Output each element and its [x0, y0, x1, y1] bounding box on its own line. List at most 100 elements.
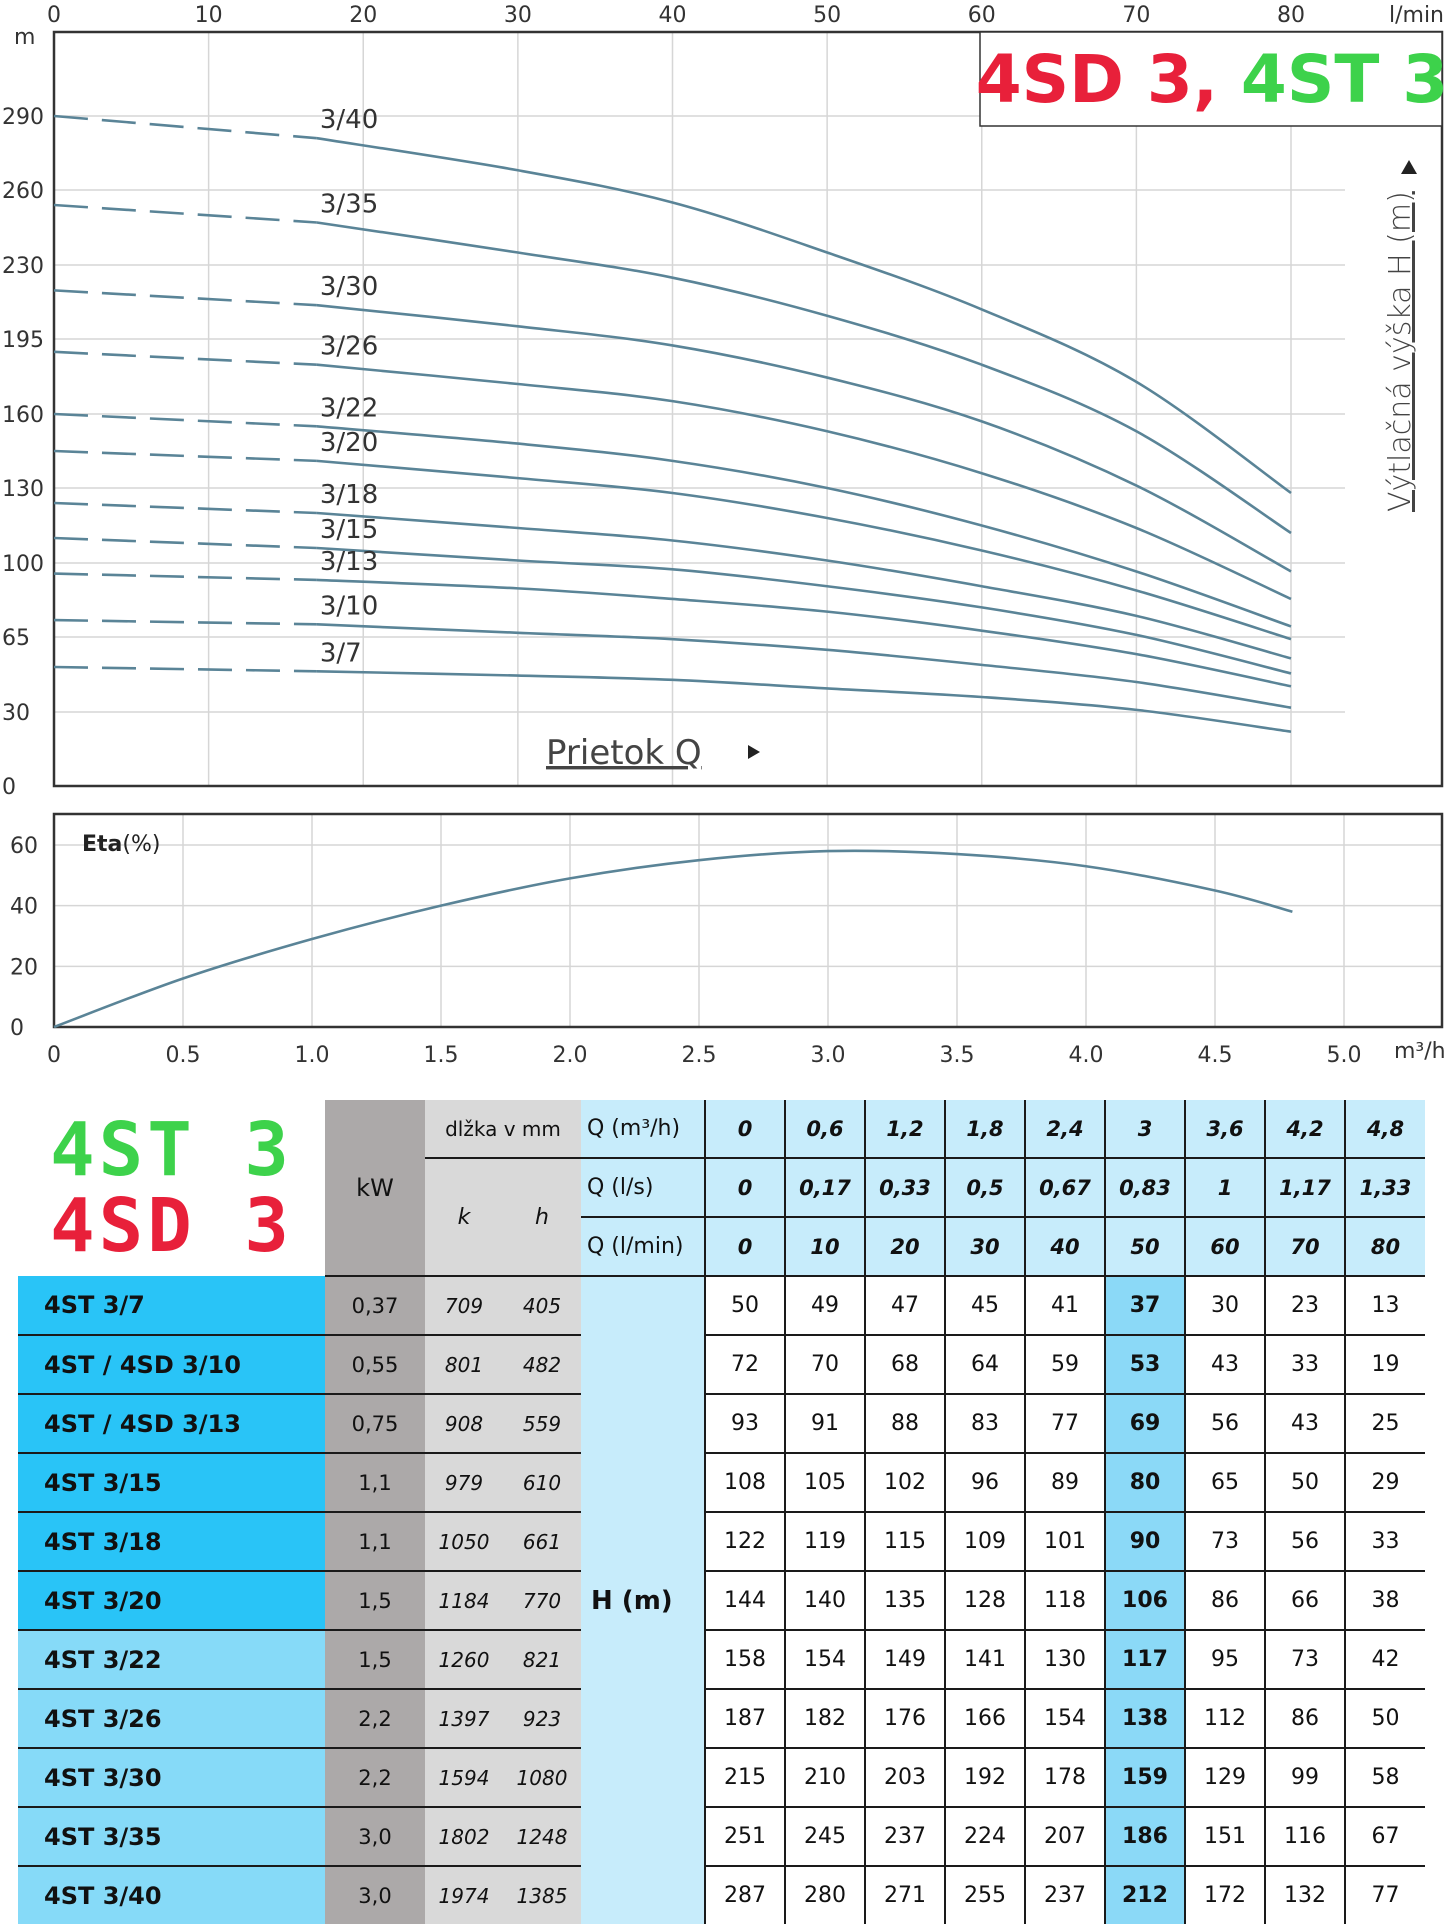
head-value: 96	[944, 1453, 1025, 1513]
head-value: 144	[704, 1571, 785, 1631]
model-name: 4ST 3/35	[18, 1807, 325, 1867]
length-k: 1050	[425, 1512, 503, 1572]
length-h: 821	[503, 1630, 581, 1690]
y-axis-arrow-icon	[1401, 160, 1417, 174]
plot-frame	[52, 812, 1444, 1029]
model-name: 4ST / 4SD 3/10	[18, 1335, 325, 1395]
q-value: 1,33	[1344, 1158, 1425, 1218]
head-value: 237	[864, 1807, 945, 1867]
length-k: 1802	[425, 1807, 503, 1867]
head-value: 132	[1264, 1866, 1345, 1924]
q-value: 0	[704, 1100, 785, 1159]
q-value: 80	[1344, 1217, 1425, 1277]
x-tick-label: 4.5	[1198, 1043, 1233, 1068]
length-h: 770	[503, 1571, 581, 1631]
head-value: 112	[1184, 1689, 1265, 1749]
curve-3-22	[316, 425, 1292, 628]
head-value: 43	[1184, 1335, 1265, 1395]
x-tick-label: 30	[504, 3, 532, 28]
head-value: 88	[864, 1394, 945, 1454]
curve-3-20	[316, 459, 1292, 641]
q-value: 60	[1184, 1217, 1265, 1277]
head-value: 33	[1264, 1335, 1345, 1395]
head-value: 215	[704, 1748, 785, 1808]
length-k: 801	[425, 1335, 503, 1395]
head-value: 224	[944, 1807, 1025, 1867]
x-tick-label: 3.5	[940, 1043, 975, 1068]
head-value: 149	[864, 1630, 945, 1690]
length-k: 1184	[425, 1571, 503, 1631]
charts-area: 0 10 20 30 40 50 60 70 80 0 30 65 100 130 160 195 230 260…	[2, 3, 1444, 1068]
series-label: 3/7	[320, 638, 362, 668]
y-tick-label: 195	[2, 328, 44, 353]
kw-value: 2,2	[325, 1748, 425, 1808]
head-value: 108	[704, 1453, 785, 1513]
head-value: 119	[784, 1512, 865, 1572]
x-tick-label: 50	[813, 3, 841, 28]
series-label: 3/26	[320, 332, 378, 362]
head-value: 251	[704, 1807, 785, 1867]
model-name: 4ST 3/15	[18, 1453, 325, 1513]
head-value: 212	[1104, 1866, 1185, 1924]
y-tick-label: 260	[2, 179, 44, 204]
head-value: 65	[1184, 1453, 1265, 1513]
x-tick-label: 20	[349, 3, 377, 28]
series-label: 3/22	[320, 393, 378, 423]
head-value: 116	[1264, 1807, 1345, 1867]
head-value: 172	[1184, 1866, 1265, 1924]
y-tick-label: 30	[2, 701, 30, 726]
curve-extrapolated	[53, 501, 317, 515]
table-header-row: Q (l/min) 0 10 20 30 40 50 60 70 80	[18, 1217, 1425, 1277]
kw-value: 0,75	[325, 1394, 425, 1454]
head-value: 192	[944, 1748, 1025, 1808]
head-value: 77	[1024, 1394, 1105, 1454]
curve-extrapolated	[53, 536, 317, 550]
head-value: 203	[864, 1748, 945, 1808]
y-tick-label: 230	[2, 254, 44, 279]
kw-value: 1,5	[325, 1630, 425, 1690]
q-value: 20	[864, 1217, 945, 1277]
curve-extrapolated	[53, 350, 317, 367]
y-tick-label: 0	[10, 1016, 24, 1041]
x-tick-label: 2.5	[682, 1043, 717, 1068]
performance-table: 4ST 3 4SD 3 kW dlžka v mm Q (m³/h) 0 0,6 1,2 1,8…	[18, 1100, 1425, 1924]
head-value: 117	[1104, 1630, 1185, 1690]
table-row: 4ST 3/18 1,1 1050 661 122 119 115 109 101 90 73 56 3…	[18, 1512, 1425, 1572]
head-value: 58	[1344, 1748, 1425, 1808]
y-axis-title: Výtlačná výška H (m)	[1383, 191, 1418, 512]
table-row: 4ST / 4SD 3/10 0,55 801 482 72 70 68 64 59 53 43 33…	[18, 1335, 1425, 1395]
table-row: 4ST 3/22 1,5 1260 821 158 154 149 141 130 117 95 73…	[18, 1630, 1425, 1690]
q-value: 0,5	[944, 1158, 1025, 1218]
kw-value: 1,1	[325, 1512, 425, 1572]
head-value: 33	[1344, 1512, 1425, 1572]
length-h: 559	[503, 1394, 581, 1454]
x-tick-label: 40	[659, 3, 687, 28]
head-value: 95	[1184, 1630, 1265, 1690]
length-h: 1080	[503, 1748, 581, 1808]
head-value: 186	[1104, 1807, 1185, 1867]
curve-extrapolated	[53, 114, 317, 140]
head-value: 64	[944, 1335, 1025, 1395]
y-tick-label: 20	[10, 955, 38, 980]
curve-extrapolated	[53, 572, 317, 582]
q-label: Q (m³/h)	[581, 1100, 705, 1159]
length-k: 1260	[425, 1630, 503, 1690]
model-name: 4ST 3/40	[18, 1866, 325, 1924]
q-value: 1,8	[944, 1100, 1025, 1159]
table-row: 4ST / 4SD 3/13 0,75 908 559 93 91 88 83 77 69 56 43…	[18, 1394, 1425, 1454]
head-value: 53	[1104, 1335, 1185, 1395]
head-value: 135	[864, 1571, 945, 1631]
series-label: 3/20	[320, 428, 378, 458]
q-value: 40	[1024, 1217, 1105, 1277]
head-value: 287	[704, 1866, 785, 1924]
plot-frame	[52, 30, 1444, 788]
series-label: 3/18	[320, 480, 378, 510]
head-value: 91	[784, 1394, 865, 1454]
head-value: 56	[1184, 1394, 1265, 1454]
head-value: 182	[784, 1689, 865, 1749]
h-unit-label: H (m)	[581, 1276, 705, 1924]
curve-3-15	[316, 546, 1292, 675]
head-value: 138	[1104, 1689, 1185, 1749]
head-value: 140	[784, 1571, 865, 1631]
